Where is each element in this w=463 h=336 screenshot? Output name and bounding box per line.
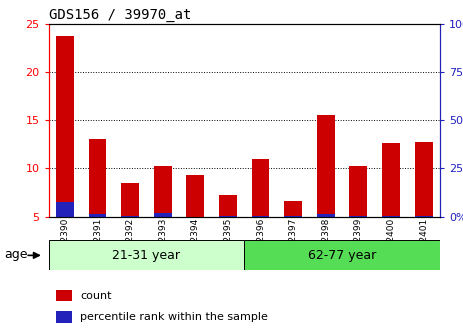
Bar (414, 216, 432, 217)
Bar (121, 183, 139, 217)
Bar (251, 159, 269, 217)
Bar (350, 167, 367, 217)
Bar (121, 216, 139, 217)
Bar (49, 240, 244, 270)
Bar (56, 290, 72, 301)
Text: GDS156 / 39970_at: GDS156 / 39970_at (49, 8, 191, 23)
Bar (350, 216, 367, 217)
Bar (317, 214, 335, 217)
Bar (284, 216, 302, 217)
Bar (56, 36, 74, 217)
Text: age: age (4, 248, 27, 261)
Bar (284, 201, 302, 217)
Bar (317, 115, 335, 217)
Text: count: count (80, 291, 112, 300)
Bar (56, 311, 72, 323)
Bar (219, 196, 237, 217)
Text: 62-77 year: 62-77 year (308, 249, 376, 262)
Bar (382, 143, 400, 217)
Bar (88, 139, 106, 217)
Bar (154, 213, 172, 217)
Bar (88, 214, 106, 217)
Bar (187, 175, 204, 217)
Bar (414, 142, 432, 217)
Text: 21-31 year: 21-31 year (113, 249, 181, 262)
Bar (154, 167, 172, 217)
Bar (219, 216, 237, 217)
Bar (382, 216, 400, 217)
Bar (56, 202, 74, 217)
Text: percentile rank within the sample: percentile rank within the sample (80, 312, 268, 322)
Bar (244, 240, 440, 270)
Bar (251, 216, 269, 217)
